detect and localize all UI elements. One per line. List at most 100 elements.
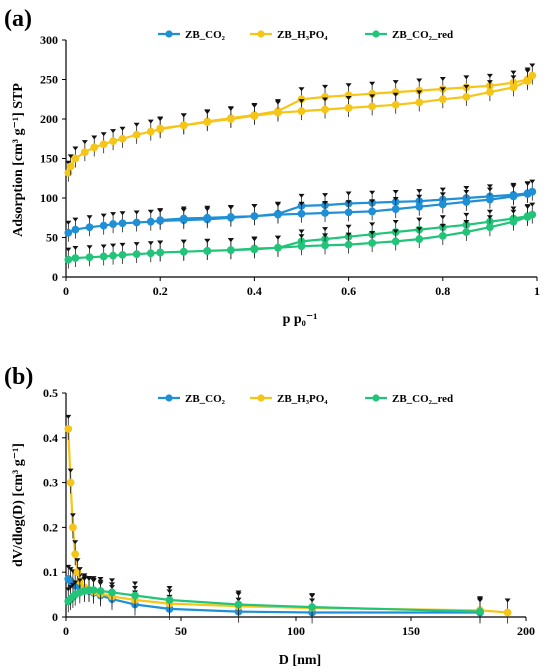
error-cap (439, 187, 446, 192)
panel-a-letter: (a) (4, 6, 32, 32)
error-cap (110, 129, 117, 134)
data-point (109, 220, 117, 228)
legend-marker (372, 394, 380, 402)
error-cap (65, 564, 72, 569)
y-tick-label: 100 (40, 191, 58, 205)
legend-entry-ZB_H3PO4: ZB_H₃PO₄ (250, 29, 328, 41)
error-cap (510, 206, 517, 211)
data-point (438, 232, 447, 240)
error-cap (72, 146, 79, 151)
data-point (132, 250, 141, 258)
data-point (321, 241, 329, 250)
error-cap (204, 205, 211, 210)
error-cap (486, 215, 493, 220)
error-cap (166, 585, 173, 590)
data-point (156, 248, 165, 257)
error-cap (298, 87, 305, 92)
data-point (99, 140, 108, 149)
legend-entry-ZB_CO2_red: ZB_CO₂_red (365, 393, 453, 405)
plot-a: 0 50 100 150 200 250 300 0 0.2 0.4 0.6 0.8 1 (40, 33, 540, 298)
error-cap (345, 95, 352, 100)
data-point (71, 154, 80, 163)
data-point (321, 209, 329, 217)
data-point (415, 202, 424, 211)
error-cap (65, 160, 72, 165)
series-ZB_CO2 (64, 179, 537, 242)
x-tick-label: 1 (534, 284, 540, 298)
x-tick-label: 0.6 (341, 284, 356, 298)
error-cap (486, 209, 493, 214)
data-point (523, 77, 532, 85)
error-cap (322, 227, 329, 232)
error-cap (439, 192, 446, 197)
data-point (485, 88, 494, 97)
error-cap (510, 75, 517, 80)
data-point (250, 111, 259, 120)
data-point (438, 95, 447, 104)
data-point (485, 223, 494, 232)
error-cap (86, 576, 92, 581)
x-tick-label: 150 (402, 624, 420, 638)
legend-marker (257, 394, 265, 402)
data-point (64, 255, 73, 264)
error-cap (72, 540, 79, 545)
error-cap (416, 78, 423, 83)
data-point (415, 235, 424, 243)
data-point (66, 162, 75, 171)
data-point (368, 102, 377, 111)
error-cap (486, 73, 493, 78)
error-cap (119, 126, 126, 131)
plot-b: 0 0.1 0.2 0.3 0.4 0.5 0 50 100 150 200 (43, 386, 535, 638)
data-point (71, 550, 80, 559)
error-cap (486, 187, 493, 192)
legend-label: ZB_H₃PO₄ (277, 393, 328, 405)
data-point (509, 217, 518, 226)
panel-b: (b) ZB_CO₂ ZB_H₃PO₄ ZB_CO₂_red 00.10.20.30… (4, 364, 535, 668)
error-cap (439, 76, 446, 81)
error-cap (157, 116, 164, 121)
error-cap (486, 184, 493, 189)
panel-a: (a) ZB_CO₂ ZB_H₃PO₄ ZB_CO₂_red 0 50 100 150 20… (4, 6, 540, 327)
data-point (118, 250, 127, 259)
legend-marker (257, 30, 265, 38)
error-cap (72, 580, 79, 585)
error-cap (392, 229, 399, 234)
data-point (523, 190, 532, 198)
data-point (462, 228, 471, 236)
error-cap (76, 578, 83, 583)
error-cap (109, 578, 115, 583)
data-point (462, 92, 471, 101)
data-point (415, 98, 424, 107)
data-point (274, 108, 282, 117)
error-cap (133, 210, 140, 215)
error-cap (91, 135, 98, 140)
error-cap (322, 201, 329, 206)
data-point (146, 217, 155, 226)
error-cap (157, 240, 164, 245)
data-point (308, 603, 316, 612)
data-point (118, 134, 127, 143)
y-tick-label: 50 (46, 231, 58, 245)
error-cap (74, 558, 81, 563)
error-cap (322, 84, 329, 89)
y-tick-label: 0 (52, 610, 58, 624)
error-cap (345, 191, 352, 196)
x-tick-label: 0.4 (247, 284, 262, 298)
legend-entry-ZB_H3PO4: ZB_H₃PO₄ (250, 393, 328, 405)
error-cap (369, 190, 376, 195)
series-ZB_CO2_red (64, 576, 484, 623)
x-tick-label: 0 (63, 624, 69, 638)
data-point (203, 213, 212, 222)
y-tick-label: 0 (52, 270, 58, 284)
error-cap (100, 213, 107, 218)
data-point (226, 213, 235, 221)
error-cap (69, 513, 76, 518)
error-cap (274, 100, 281, 105)
x-tick-label: 0.8 (435, 284, 450, 298)
y-tick-label: 0.3 (43, 476, 58, 490)
data-point (71, 254, 80, 262)
data-point (132, 130, 141, 139)
error-cap (147, 119, 154, 124)
data-point (96, 587, 105, 595)
error-cap (529, 63, 536, 68)
